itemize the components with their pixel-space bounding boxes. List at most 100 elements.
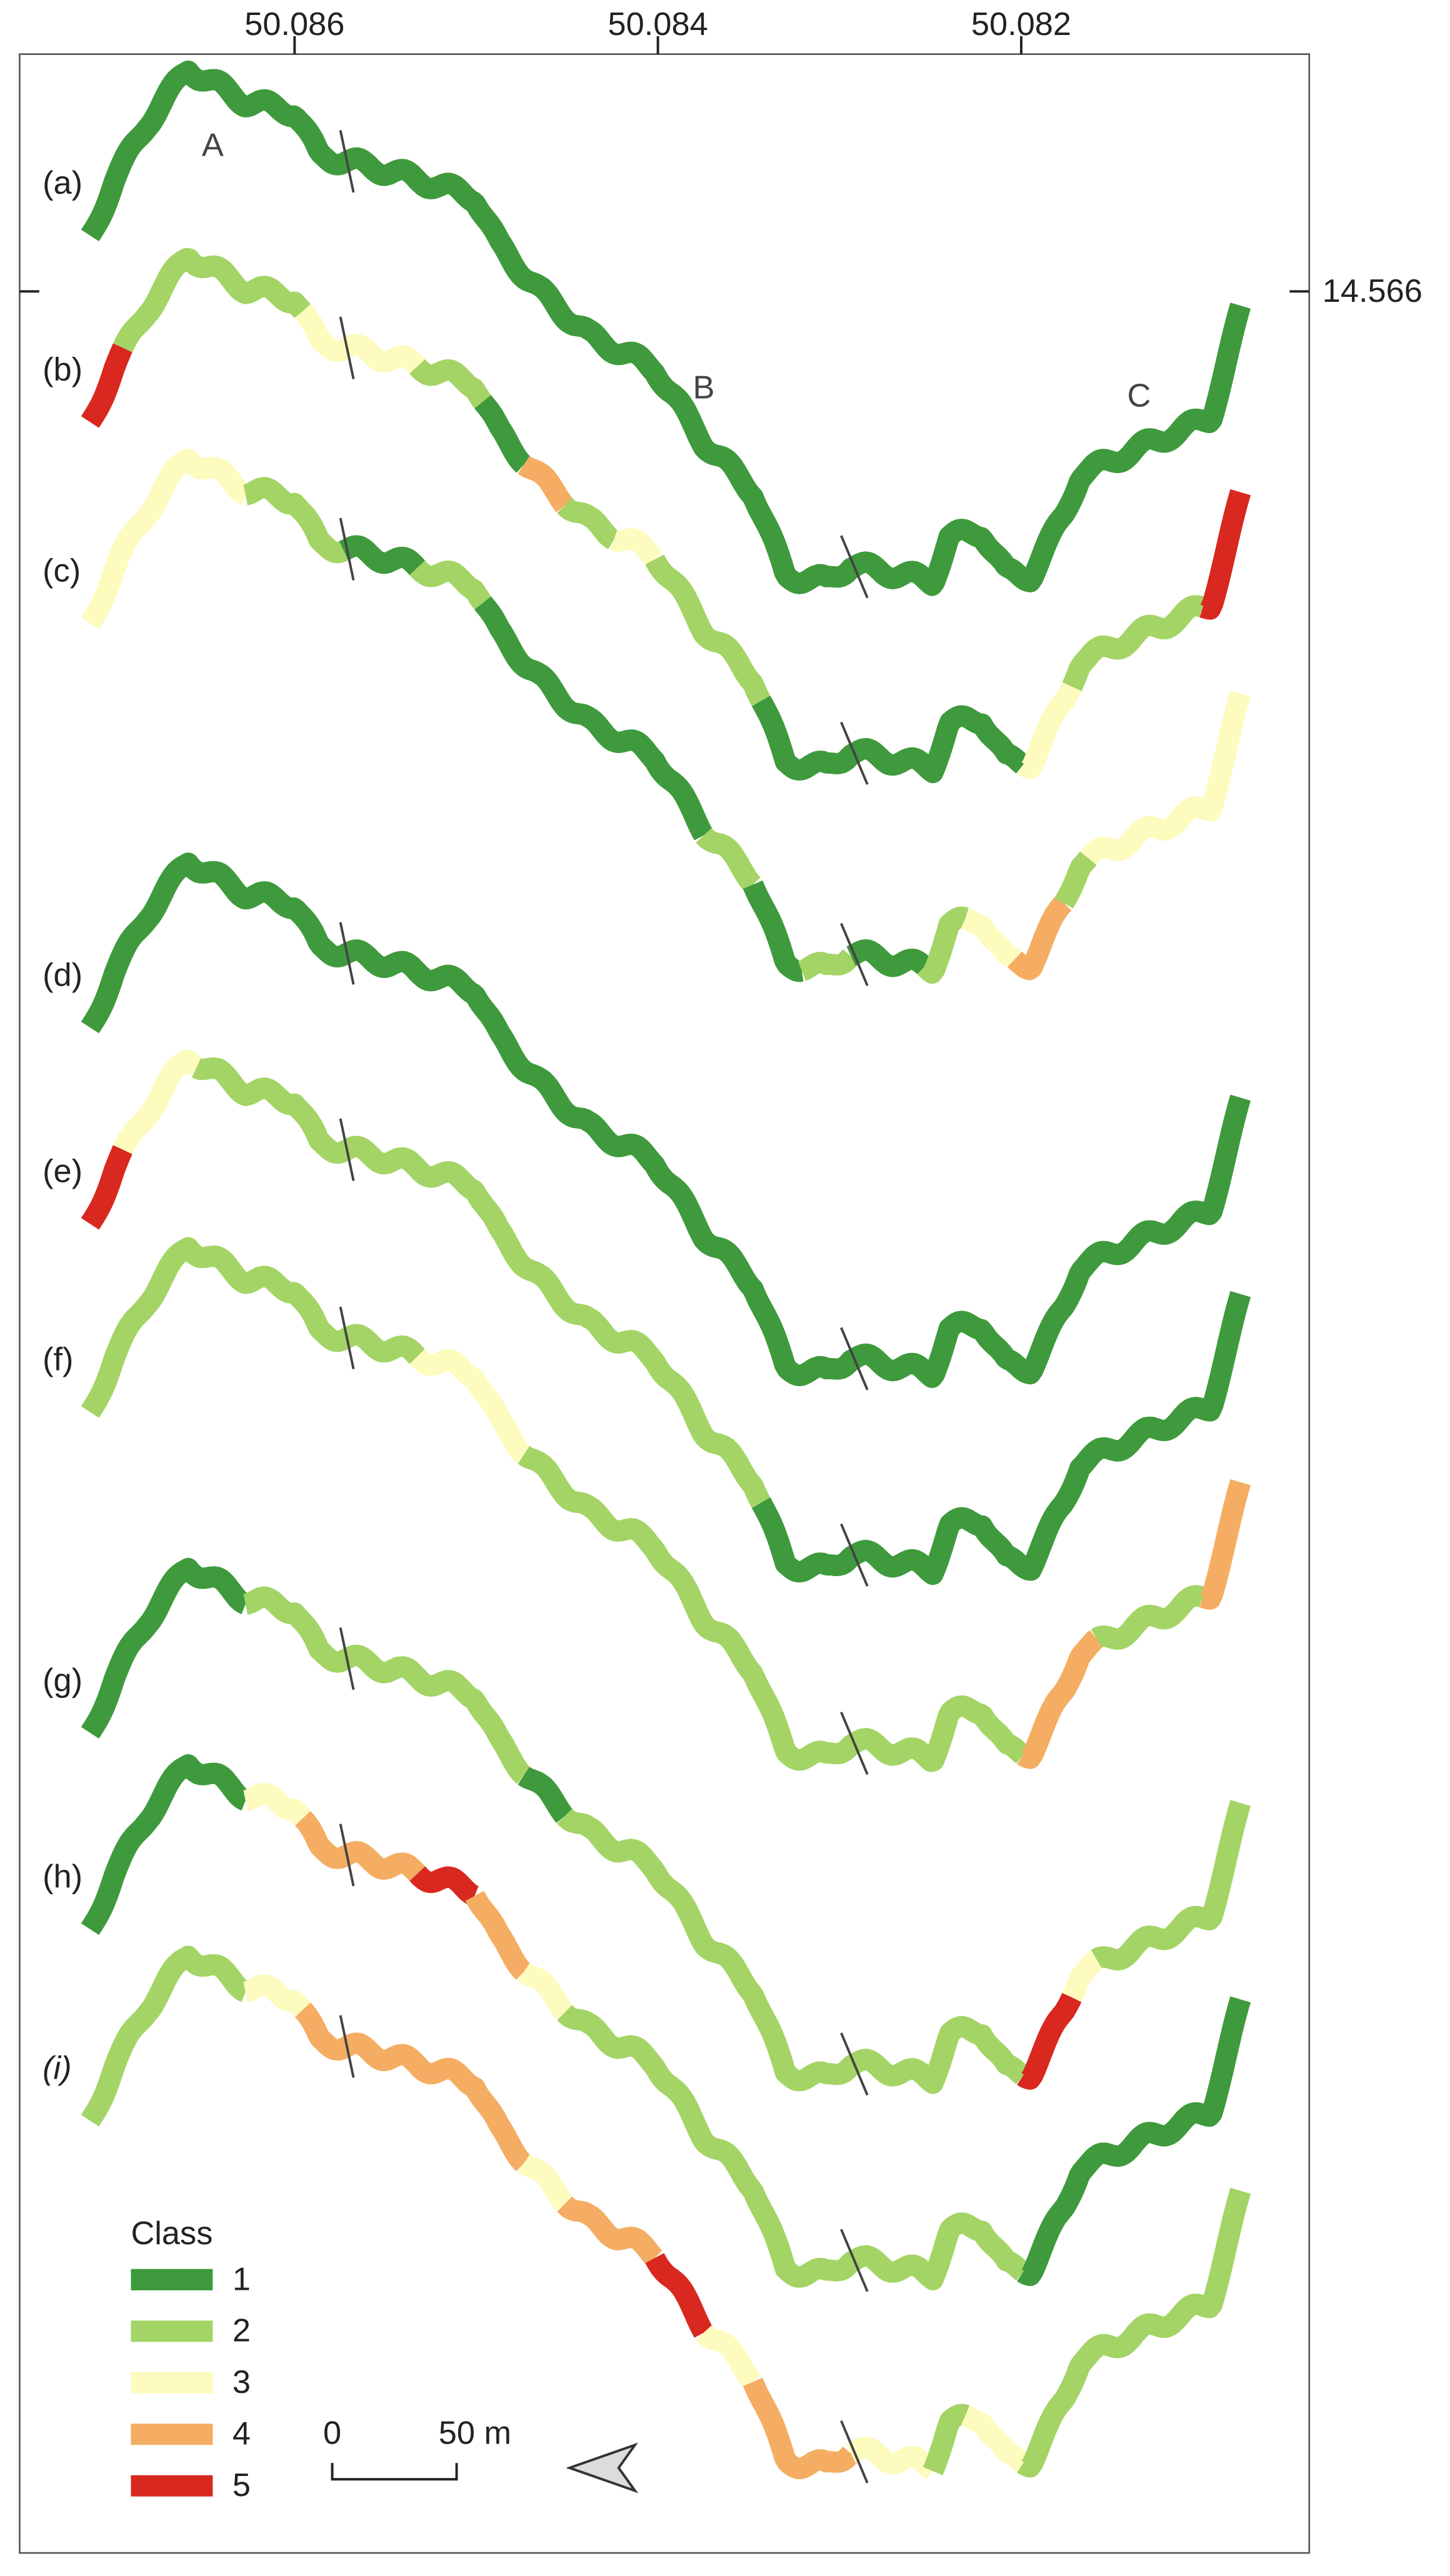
river-segment xyxy=(81,60,1251,596)
river-segment xyxy=(1080,690,1251,866)
profile-label: (c) xyxy=(42,553,81,589)
river-segment xyxy=(113,1050,205,1156)
river-segment xyxy=(1194,1474,1251,1610)
river-segment xyxy=(294,1810,427,1883)
profile-label: (f) xyxy=(42,1342,73,1378)
river-segment xyxy=(556,497,622,550)
reach-divider xyxy=(840,2032,869,2096)
top-tick-label: 50.086 xyxy=(244,6,344,42)
site-label: A xyxy=(202,127,224,164)
scale-end: 50 m xyxy=(439,2415,511,2451)
reach-divider xyxy=(840,922,869,986)
river-segment xyxy=(237,1974,313,2020)
river-segment xyxy=(515,456,574,514)
reach-divider xyxy=(339,1118,355,1181)
reach-divider xyxy=(339,922,355,985)
river-segment xyxy=(1006,895,1072,981)
river-segment xyxy=(294,2002,532,2172)
river-segment xyxy=(751,1286,1251,1585)
reach-divider xyxy=(339,1627,355,1690)
river-segment xyxy=(465,1890,532,1980)
river-segment xyxy=(409,1348,534,1465)
river-segment xyxy=(556,2195,664,2267)
river-segment xyxy=(1014,1630,1105,1769)
river-segment xyxy=(1062,595,1213,692)
reach-divider xyxy=(840,535,869,599)
river-segment xyxy=(474,595,713,842)
river-segment xyxy=(81,1945,256,2128)
reach-divider xyxy=(339,2015,355,2078)
profile-label: (b) xyxy=(42,351,82,387)
reach-divider xyxy=(840,1327,869,1390)
top-tick-label: 50.084 xyxy=(608,6,708,42)
legend: Class 1 2 3 4 5 xyxy=(131,2215,251,2504)
river-segment xyxy=(645,2252,713,2339)
scale-line xyxy=(331,2463,458,2481)
river-segment xyxy=(1062,1950,1105,2003)
top-tick-label: 50.082 xyxy=(971,6,1071,42)
profile-label: (d) xyxy=(42,957,82,993)
map-frame xyxy=(19,53,1311,2554)
river-segment xyxy=(237,477,352,564)
river-segment xyxy=(1088,1585,1213,1650)
legend-label: 2 xyxy=(232,2313,251,2349)
river-segment xyxy=(556,2004,1032,2290)
river-segment xyxy=(81,852,1251,1388)
right-tick-label: 14.566 xyxy=(1322,273,1422,309)
river-segment xyxy=(113,247,313,354)
reach-divider xyxy=(840,721,869,785)
river-segment xyxy=(409,1865,485,1907)
site-label: C xyxy=(1128,377,1151,414)
river-segment xyxy=(1054,851,1097,910)
reach-divider xyxy=(339,1824,355,1887)
river-segment xyxy=(1014,681,1082,779)
reach-divider xyxy=(339,130,355,193)
reach-divider xyxy=(339,316,355,379)
river-segment xyxy=(1014,2185,1251,2478)
legend-label: 4 xyxy=(232,2416,251,2452)
legend-label: 3 xyxy=(232,2364,251,2400)
reach-divider xyxy=(840,2420,869,2484)
river-segment xyxy=(188,1057,771,1509)
site-label: B xyxy=(692,369,714,406)
river-segment xyxy=(81,1557,256,1740)
reach-divider xyxy=(840,2229,869,2292)
river-segment xyxy=(916,906,975,984)
river-segment xyxy=(645,553,771,710)
river-segment xyxy=(1014,1994,1251,2287)
reach-divider xyxy=(339,1306,355,1370)
river-segment xyxy=(842,2436,943,2482)
river-segment xyxy=(556,1808,1032,2094)
river-segment xyxy=(751,694,1032,784)
profile-label: (g) xyxy=(42,1662,82,1699)
reach-divider xyxy=(840,1712,869,1775)
river-segment xyxy=(1014,1991,1082,2090)
river-segment xyxy=(515,1766,574,1825)
river-segment xyxy=(81,339,133,429)
river-segment xyxy=(957,908,1023,969)
reach-divider xyxy=(840,1523,869,1587)
north-arrow xyxy=(566,2442,639,2494)
river-segment xyxy=(742,2377,859,2480)
river-segment xyxy=(81,1237,428,1419)
scale-bar: 0 50 m xyxy=(323,2415,511,2481)
river-segment xyxy=(81,1141,133,1231)
scale-start: 0 xyxy=(323,2415,341,2451)
river-segment xyxy=(515,2154,574,2213)
river-profiles xyxy=(81,60,1251,2484)
river-segment xyxy=(335,535,426,576)
river-segment xyxy=(1194,484,1251,620)
profile-label: (h) xyxy=(42,1859,82,1895)
river-segment xyxy=(922,2404,976,2476)
river-segment xyxy=(605,527,664,569)
river-segment xyxy=(81,448,256,631)
river-segment xyxy=(409,559,492,612)
profile-label: (e) xyxy=(42,1154,82,1190)
river-segment xyxy=(515,1963,574,2022)
river-segment xyxy=(842,939,933,977)
reach-divider xyxy=(339,517,355,581)
river-segment xyxy=(81,1754,256,1936)
legend-label: 1 xyxy=(232,2261,251,2297)
